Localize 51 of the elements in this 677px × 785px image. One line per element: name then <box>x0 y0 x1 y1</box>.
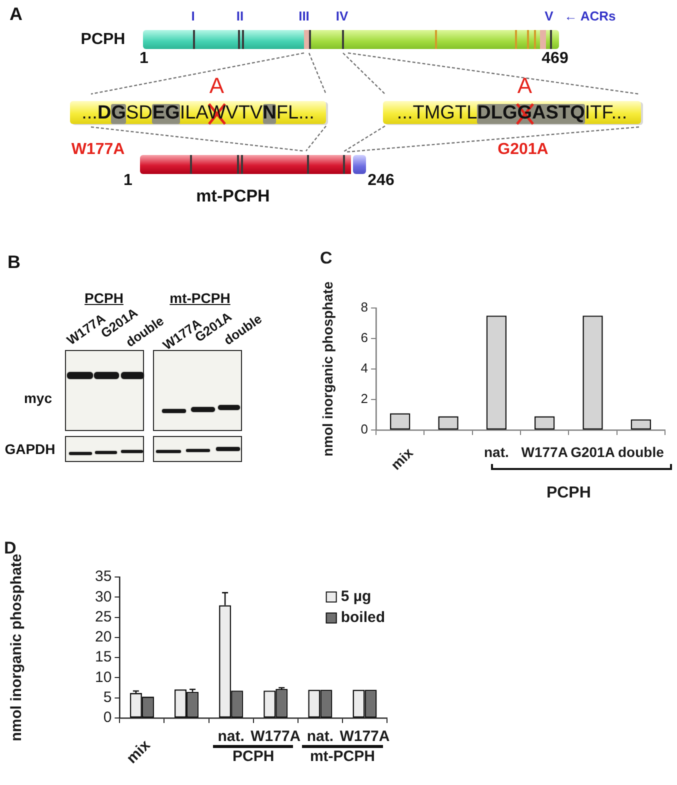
y-tick-label: 30 <box>94 588 112 606</box>
text: III <box>298 8 310 24</box>
x-tick-label: nat. <box>218 728 244 746</box>
text: 469 <box>542 50 568 67</box>
text: mt-PCPH <box>310 748 375 766</box>
text: A <box>517 73 532 98</box>
text: A <box>10 4 22 24</box>
text: V <box>544 8 554 24</box>
x-tick-label: W177A <box>250 728 301 746</box>
text: 246 <box>368 172 394 189</box>
text: GAPDH <box>4 441 56 457</box>
text: B <box>8 252 20 272</box>
text: mt-PCPH <box>170 290 230 306</box>
y-tick-label: 25 <box>94 608 112 626</box>
y-tick-label: 0 <box>103 709 112 726</box>
text: A <box>209 73 224 98</box>
y-tick-label: 0 <box>360 422 368 437</box>
chart-title: C <box>320 248 332 268</box>
y-tick-label: 5 <box>103 689 112 706</box>
y-tick-label: 10 <box>94 668 112 686</box>
x-tick-label: nat. <box>306 728 334 746</box>
text: W177A <box>71 141 125 158</box>
x-tick-label: mix <box>388 444 416 473</box>
y-tick-label: 2 <box>360 391 368 406</box>
x-tick-label: nat. <box>484 444 509 460</box>
legend-label: boiled <box>340 609 386 626</box>
y-axis-title: nmol inorganic phosphate <box>319 281 336 457</box>
text: ← ACRs <box>564 8 616 24</box>
y-tick-label: 15 <box>94 648 112 666</box>
text: mt-PCPH <box>196 186 270 206</box>
x-tick-label: W177A <box>340 728 390 746</box>
legend-label: 5 µg <box>340 588 372 606</box>
text: myc <box>24 390 52 406</box>
y-tick-label: 20 <box>94 628 112 646</box>
text: II <box>236 8 244 24</box>
text: IV <box>336 8 348 24</box>
text: PCPH <box>232 748 274 766</box>
text: PCPH <box>546 484 591 502</box>
text: I <box>191 8 195 24</box>
text: PCPH <box>84 290 124 306</box>
x-tick-label: G201A <box>570 444 615 460</box>
text: PCPH <box>80 31 126 48</box>
y-tick-label: 35 <box>94 568 112 586</box>
y-tick-label: 4 <box>360 360 368 376</box>
x-tick-label: double <box>618 444 664 460</box>
y-tick-label: 6 <box>360 330 368 346</box>
x-tick-label: mix <box>123 736 154 768</box>
text: 1 <box>140 50 148 67</box>
y-tick-label: 8 <box>360 300 368 315</box>
x-tick-label: W177A <box>521 444 568 460</box>
text: 1 <box>124 172 132 189</box>
